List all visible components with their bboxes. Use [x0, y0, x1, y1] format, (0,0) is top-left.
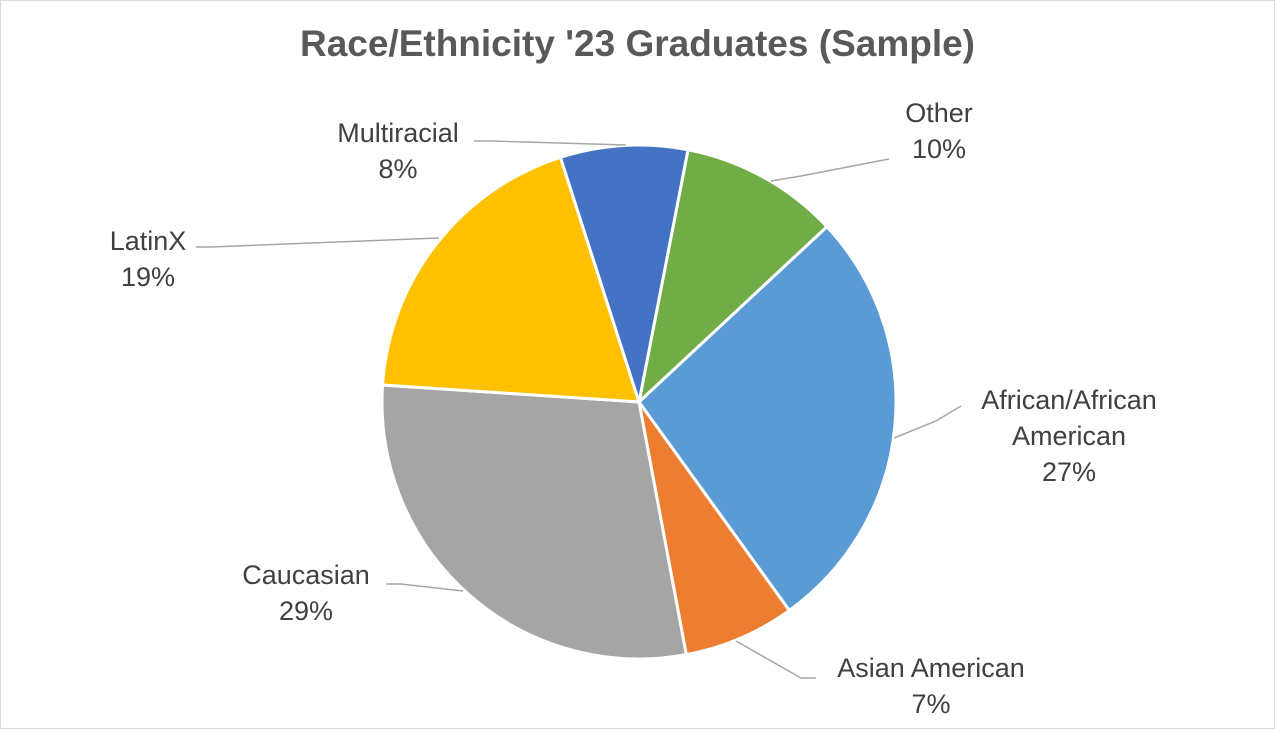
- label-name: Asian American: [837, 653, 1025, 683]
- leader-line: [735, 640, 816, 679]
- data-label: Asian American 7%: [801, 650, 1061, 722]
- pie-slice: [380, 383, 689, 661]
- leader-line: [196, 237, 440, 248]
- chart-title: Race/Ethnicity '23 Graduates (Sample): [299, 23, 976, 64]
- leader-line: [386, 583, 464, 592]
- data-label: LatinX 19%: [88, 223, 208, 295]
- data-label: Caucasian 29%: [216, 557, 396, 629]
- pie-slice: [637, 401, 792, 657]
- label-value: 29%: [278, 596, 334, 626]
- data-label: Other 10%: [879, 95, 999, 167]
- label-name: LatinX: [109, 226, 187, 256]
- label-value: 27%: [1041, 457, 1097, 487]
- label-value: 8%: [378, 154, 418, 184]
- label-name: Caucasian: [242, 560, 370, 590]
- leader-line: [474, 140, 627, 146]
- data-label: African/African American 27%: [954, 382, 1184, 490]
- label-value: 19%: [120, 262, 176, 292]
- label-name: Multiracial: [337, 118, 459, 148]
- pie-slice: [380, 155, 642, 404]
- leader-line: [770, 158, 890, 182]
- pie-slice: [637, 224, 898, 613]
- data-label: Multiracial 8%: [308, 115, 488, 187]
- label-name: Other: [905, 98, 973, 128]
- label-value: 7%: [911, 689, 951, 719]
- pie-slice: [636, 147, 830, 407]
- label-name: African/African American: [981, 385, 1157, 451]
- label-value: 10%: [911, 134, 967, 164]
- leader-line: [893, 405, 962, 439]
